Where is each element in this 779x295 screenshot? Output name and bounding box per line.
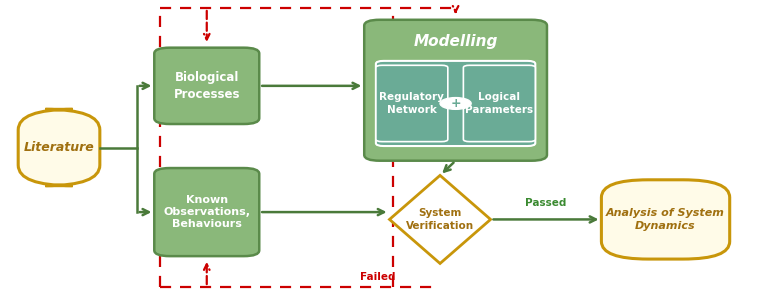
Text: +: + — [450, 97, 461, 110]
Text: Literature: Literature — [23, 141, 94, 154]
FancyBboxPatch shape — [154, 168, 259, 256]
Text: Modelling: Modelling — [414, 34, 498, 49]
Text: Logical
Parameters: Logical Parameters — [465, 92, 534, 115]
FancyBboxPatch shape — [365, 20, 547, 161]
Text: Analysis of System
Dynamics: Analysis of System Dynamics — [606, 208, 725, 231]
FancyBboxPatch shape — [601, 180, 730, 259]
FancyBboxPatch shape — [464, 65, 535, 142]
FancyBboxPatch shape — [18, 109, 100, 186]
FancyBboxPatch shape — [376, 61, 535, 146]
Text: Biological
Processes: Biological Processes — [174, 71, 240, 101]
Polygon shape — [390, 176, 491, 263]
Circle shape — [440, 98, 471, 109]
Text: Failed: Failed — [360, 272, 396, 282]
FancyBboxPatch shape — [154, 48, 259, 124]
Text: Regulatory
Network: Regulatory Network — [379, 92, 444, 115]
Text: System
Verification: System Verification — [406, 208, 474, 231]
FancyBboxPatch shape — [376, 65, 448, 142]
Text: Known
Observations,
Behaviours: Known Observations, Behaviours — [164, 195, 250, 230]
Text: Passed: Passed — [525, 198, 566, 208]
